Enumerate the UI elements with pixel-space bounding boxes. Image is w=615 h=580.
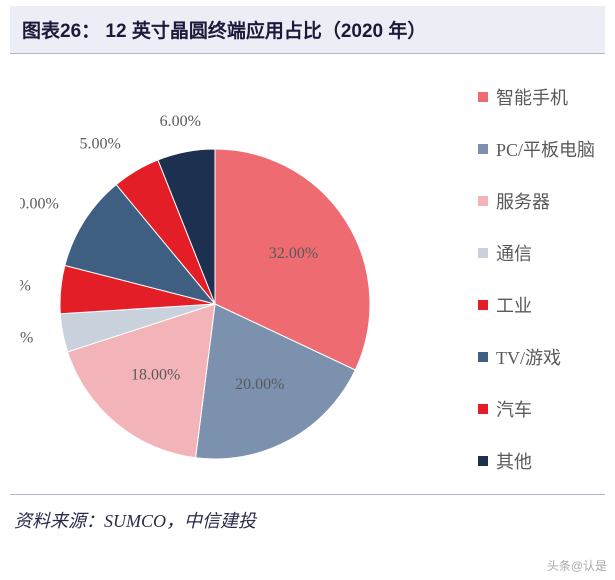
legend-marker (478, 352, 488, 362)
legend-item-0: 智能手机 (478, 84, 595, 110)
pie-chart: 32.00% 20.00% 18.00% 4.00% 5.00% 10.00% 5.00% 6… (20, 74, 440, 514)
title-bar: 图表26： 12 英寸晶圆终端应用占比（2020 年） (10, 6, 605, 54)
chart-container: 图表26： 12 英寸晶圆终端应用占比（2020 年） 32.00% 20.00%… (0, 6, 615, 580)
legend-marker (478, 248, 488, 258)
legend-label: 智能手机 (496, 84, 568, 110)
chart-title: 图表26： 12 英寸晶圆终端应用占比（2020 年） (22, 21, 426, 42)
watermark: 头条@认是 (547, 557, 607, 574)
legend-label: 服务器 (496, 188, 550, 214)
legend-item-2: 服务器 (478, 188, 595, 214)
legend-label: 汽车 (496, 396, 532, 422)
legend-marker (478, 144, 488, 154)
slice-label-0: 32.00% (269, 245, 318, 262)
legend-marker (478, 300, 488, 310)
slice-label-4: 5.00% (20, 277, 31, 294)
slice-label-2: 18.00% (131, 366, 180, 383)
legend: 智能手机 PC/平板电脑服务器通信工业 TV/游戏汽车其他 (478, 84, 595, 474)
legend-item-7: 其他 (478, 448, 595, 474)
legend-item-4: 工业 (478, 292, 595, 318)
legend-item-1: PC/平板电脑 (478, 136, 595, 162)
plot-area: 32.00% 20.00% 18.00% 4.00% 5.00% 10.00% 5.00% 6… (10, 54, 605, 494)
legend-label: TV/游戏 (496, 344, 561, 370)
slice-label-3: 4.00% (20, 329, 33, 346)
legend-item-5: TV/游戏 (478, 344, 595, 370)
legend-item-6: 汽车 (478, 396, 595, 422)
legend-marker (478, 92, 488, 102)
legend-label: 通信 (496, 240, 532, 266)
legend-item-3: 通信 (478, 240, 595, 266)
legend-label: 工业 (496, 292, 532, 318)
legend-marker (478, 404, 488, 414)
slice-label-7: 6.00% (160, 113, 201, 130)
legend-marker (478, 196, 488, 206)
slice-label-1: 20.00% (235, 376, 284, 393)
legend-marker (478, 456, 488, 466)
slice-label-5: 10.00% (20, 196, 59, 213)
slice-label-6: 5.00% (79, 135, 120, 152)
legend-label: PC/平板电脑 (496, 136, 595, 162)
legend-label: 其他 (496, 448, 532, 474)
source-text: 资料来源：SUMCO，中信建投 (14, 511, 256, 531)
